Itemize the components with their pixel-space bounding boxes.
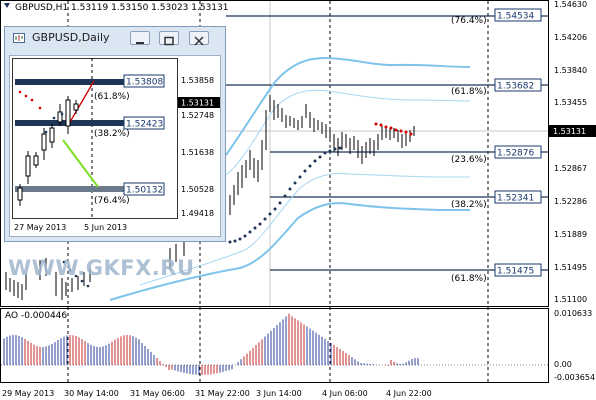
- fib-price-2: 1.53682: [497, 82, 534, 92]
- svg-text:4 Jun 22:00: 4 Jun 22:00: [386, 389, 432, 398]
- fib-pct-5: (61.8%): [451, 274, 487, 284]
- fib-price-3: 1.52876: [497, 149, 534, 159]
- svg-text:-0.003654: -0.003654: [554, 373, 595, 382]
- fib-price-5: 1.51475: [497, 267, 534, 277]
- fib-pct-3: (23.6%): [451, 155, 487, 165]
- watermark: WWW.GKFX.RU: [8, 256, 195, 280]
- daily-level-pct-1: (61.8%): [94, 92, 130, 102]
- svg-text:1.49418: 1.49418: [181, 209, 214, 218]
- svg-text:1.53455: 1.53455: [554, 98, 587, 107]
- svg-text:1.54630: 1.54630: [554, 0, 587, 9]
- fib-price-4: 1.52341: [497, 194, 534, 204]
- close-button[interactable]: [189, 31, 209, 45]
- daily-trend-green: [63, 140, 98, 187]
- svg-text:30 May 14:00: 30 May 14:00: [64, 389, 119, 398]
- svg-text:1.52748: 1.52748: [181, 111, 214, 120]
- daily-level-pct-2: (38.2%): [94, 129, 130, 139]
- minimize-button[interactable]: [130, 31, 150, 45]
- restore-icon: [160, 35, 178, 47]
- fib-pct-1: (76.4%): [451, 16, 487, 26]
- svg-text:1.51889: 1.51889: [554, 230, 587, 239]
- daily-time-axis: 27 May 2013 5 Jun 2013: [14, 223, 127, 232]
- svg-text:1.51100: 1.51100: [554, 295, 587, 304]
- svg-text:1.51638: 1.51638: [181, 148, 214, 157]
- daily-chart-window[interactable]: GBPUSD,Daily: [4, 26, 226, 242]
- close-icon: [190, 35, 208, 47]
- daily-window-title: GBPUSD,Daily: [32, 31, 110, 44]
- svg-text:3 Jun 14:00: 3 Jun 14:00: [256, 389, 302, 398]
- daily-sar-dots: [19, 91, 64, 134]
- fib-pct-2: (61.8%): [451, 87, 487, 97]
- daily-current-price: 1.53131: [181, 99, 214, 108]
- daily-chart-canvas[interactable]: (61.8%) 1.53808 (38.2%) 1.52423 (76.4%) …: [9, 55, 221, 237]
- fib-lines: [226, 16, 548, 270]
- minimize-icon: [131, 35, 149, 47]
- daily-window-titlebar[interactable]: GBPUSD,Daily: [5, 27, 225, 49]
- chart-header-text: GBPUSD,H1 1.53119 1.53150 1.53023 1.5313…: [15, 3, 228, 13]
- price-axis: 1.54630 1.54206 1.53840 1.53455 1.52867 …: [554, 0, 587, 304]
- current-price-label: 1.53131: [553, 127, 586, 136]
- daily-level-price-3: 1.50132: [126, 186, 163, 196]
- fib-pct-4: (38.2%): [451, 200, 487, 210]
- svg-text:1.50528: 1.50528: [181, 185, 214, 194]
- svg-text:0.010633: 0.010633: [554, 309, 592, 318]
- svg-text:1.52286: 1.52286: [554, 197, 587, 206]
- svg-text:31 May 22:00: 31 May 22:00: [195, 389, 250, 398]
- oscillator-axis: 0.010633 0.00 -0.003654: [554, 309, 595, 382]
- daily-level-price-1: 1.53808: [126, 78, 163, 88]
- chart-header: GBPUSD,H1 1.53119 1.53150 1.53023 1.5313…: [4, 3, 228, 13]
- ao-bars: [4, 314, 418, 375]
- oscillator-label: AO -0.000446: [5, 311, 67, 321]
- sar-dots: [229, 147, 342, 244]
- svg-text:27 May 2013: 27 May 2013: [14, 223, 66, 232]
- chart-window-icon: [13, 33, 25, 43]
- svg-text:1.53840: 1.53840: [554, 66, 587, 75]
- svg-text:4 Jun 06:00: 4 Jun 06:00: [322, 389, 368, 398]
- restore-button[interactable]: [159, 31, 179, 45]
- svg-text:1.54206: 1.54206: [554, 33, 587, 42]
- svg-text:5 Jun 2013: 5 Jun 2013: [84, 223, 127, 232]
- daily-level-price-2: 1.52423: [126, 120, 163, 130]
- svg-text:1.52867: 1.52867: [554, 164, 587, 173]
- time-axis: 29 May 2013 30 May 14:00 31 May 06:00 31…: [2, 389, 432, 398]
- fib-price-1: 1.54534: [497, 12, 534, 22]
- svg-text:1.53858: 1.53858: [181, 76, 214, 85]
- daily-trend-red: [70, 81, 94, 122]
- svg-text:0.00: 0.00: [554, 360, 572, 369]
- daily-level-pct-3: (76.4%): [94, 196, 130, 206]
- svg-text:1.51495: 1.51495: [554, 263, 587, 272]
- svg-text:29 May 2013: 29 May 2013: [2, 389, 54, 398]
- svg-text:31 May 06:00: 31 May 06:00: [130, 389, 185, 398]
